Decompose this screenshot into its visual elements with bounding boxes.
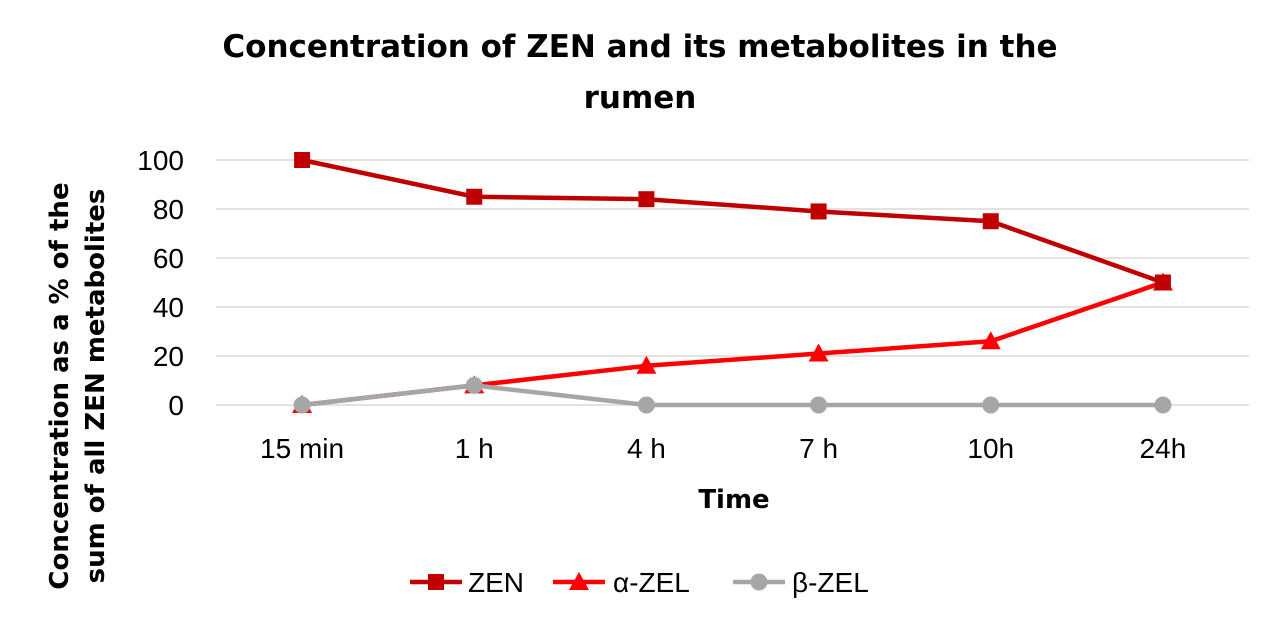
y-axis-ticks: 0 20 40 60 80 100: [137, 145, 184, 421]
legend-swatch-marker: [750, 573, 768, 591]
y-tick-label: 80: [153, 194, 184, 225]
y-tick-label: 0: [168, 390, 184, 421]
x-tick-label: 24h: [1140, 433, 1187, 464]
x-tick-label: 7 h: [799, 433, 838, 464]
legend-item: ZEN: [410, 567, 524, 598]
legend-item: β-ZEL: [733, 567, 869, 598]
data-point: [294, 152, 311, 168]
series-layer: [292, 152, 1173, 414]
data-point: [465, 376, 483, 394]
data-point: [1154, 396, 1172, 414]
legend-item: α-ZEL: [553, 567, 690, 598]
x-axis-title: Time: [698, 485, 769, 515]
y-axis-title: Concentration as a % of the sum of all Z…: [45, 182, 111, 589]
data-point: [1154, 274, 1171, 291]
y-axis-title-line-2: sum of all ZEN metabolites: [81, 189, 111, 584]
data-point: [982, 396, 1000, 414]
chart-title-line-2: rumen: [584, 80, 697, 116]
legend-label: ZEN: [468, 567, 524, 598]
data-point: [636, 355, 657, 374]
legend-swatch-marker: [569, 572, 589, 590]
data-point: [638, 191, 655, 208]
gridlines: [216, 159, 1249, 406]
legend-label: α-ZEL: [613, 567, 690, 598]
series-line: [301, 383, 1163, 408]
data-point: [982, 213, 999, 230]
x-axis-ticks: 15 min 1 h 4 h 7 h 10h 24h: [260, 433, 1186, 464]
series-line: [301, 157, 1164, 285]
legend-label: β-ZEL: [792, 567, 869, 598]
legend-swatch-marker: [428, 574, 444, 590]
series-ZEN: [294, 152, 1171, 291]
data-point: [637, 396, 655, 414]
series-line: [301, 280, 1164, 408]
series-β-ZEL: [293, 376, 1172, 414]
y-tick-label: 100: [137, 145, 184, 176]
data-point: [808, 343, 829, 362]
data-point: [810, 203, 827, 220]
y-tick-label: 20: [153, 341, 184, 372]
x-tick-label: 1 h: [455, 433, 494, 464]
y-tick-label: 60: [153, 243, 184, 274]
data-point: [293, 396, 311, 414]
legend: ZEN α-ZEL β-ZEL: [410, 567, 869, 598]
data-point: [980, 331, 1001, 350]
x-tick-label: 15 min: [260, 433, 344, 464]
x-tick-label: 10h: [967, 433, 1014, 464]
y-tick-label: 40: [153, 292, 184, 323]
x-tick-label: 4 h: [627, 433, 666, 464]
data-point: [810, 396, 828, 414]
chart-title-line-1: Concentration of ZEN and its metabolites…: [222, 29, 1057, 65]
data-point: [466, 188, 483, 205]
y-axis-title-line-1: Concentration as a % of the: [45, 182, 75, 589]
